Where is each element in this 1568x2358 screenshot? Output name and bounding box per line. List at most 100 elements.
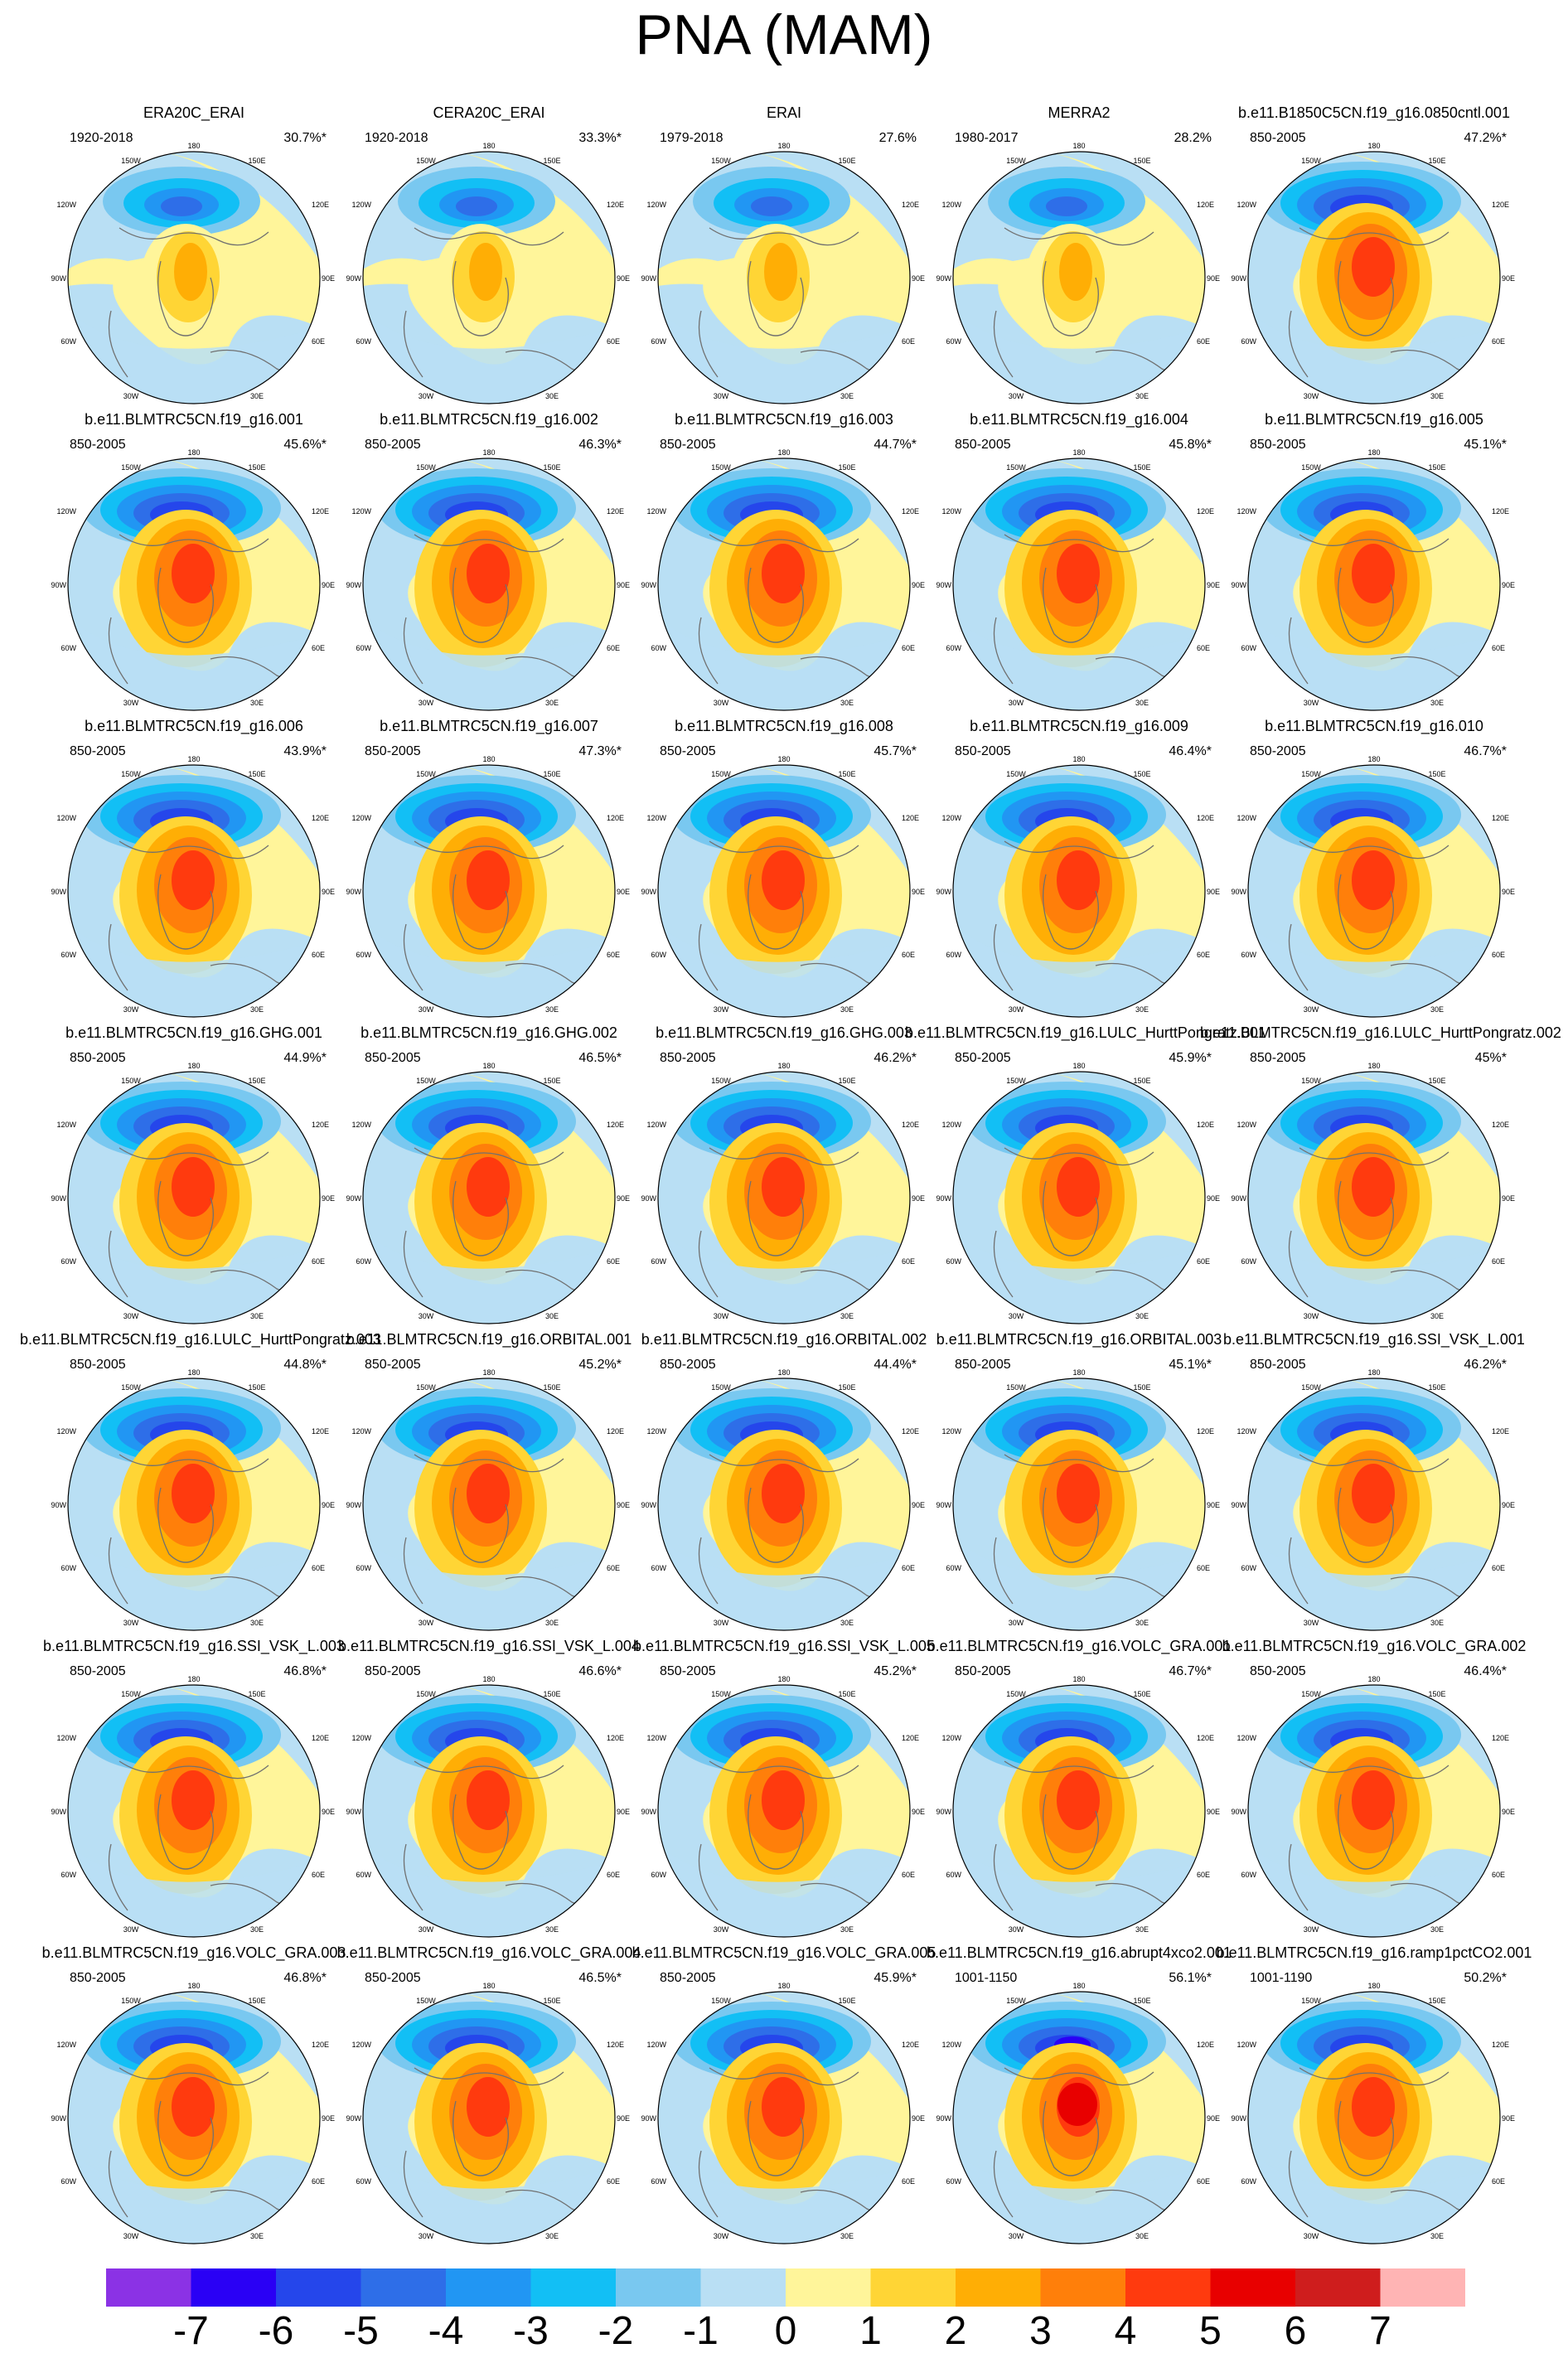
longitude-label: 150E	[248, 157, 265, 165]
longitude-label: 90W	[1231, 888, 1246, 896]
map-panel: b.e11.BLMTRC5CN.f19_g16.GHG.002 850-2005 4…	[340, 1024, 638, 1326]
coastline	[414, 2067, 564, 2086]
longitude-label: 120E	[1492, 201, 1509, 209]
longitude-label: 180	[1072, 755, 1085, 763]
panel-years: 850-2005	[1250, 1664, 1306, 1678]
polar-map: 180150W150E120W120E90W90E60W60E30W30E0	[936, 1982, 1220, 2244]
positive-contour	[172, 850, 215, 910]
longitude-label: 120W	[56, 507, 76, 516]
coastline	[709, 1454, 859, 1473]
coastline	[157, 1180, 214, 1256]
panel-years: 1979-2018	[660, 131, 724, 145]
longitude-label: 150E	[1428, 157, 1445, 165]
panel-years: 850-2005	[1250, 1358, 1306, 1372]
longitude-label: 150E	[248, 463, 265, 472]
map-border	[67, 1378, 321, 1631]
longitude-label: 30E	[840, 1619, 854, 1627]
coastline	[993, 310, 1014, 378]
longitude-label: 150E	[543, 1997, 560, 2005]
coastline	[1004, 227, 1154, 246]
coastline	[414, 840, 564, 859]
longitude-label: 60W	[356, 644, 371, 652]
longitude-label: 120W	[1236, 1121, 1256, 1129]
longitude-label: 60E	[1492, 951, 1505, 959]
longitude-label: 90W	[346, 888, 361, 896]
coastline	[1004, 840, 1154, 859]
longitude-label: 150W	[416, 1383, 436, 1392]
positive-contour	[762, 2077, 805, 2137]
coastline	[1338, 567, 1394, 643]
longitude-label: 30W	[1009, 699, 1024, 707]
negative-region	[1248, 924, 1500, 1017]
map-border	[1247, 151, 1501, 404]
panel-years: 850-2005	[70, 1664, 126, 1678]
longitude-label: 120W	[941, 1427, 961, 1436]
panel-title: ERA20C_ERAI	[143, 104, 245, 121]
longitude-label: 90E	[1207, 1808, 1220, 1816]
coastline	[1288, 617, 1309, 685]
longitude-label: 120E	[1197, 2041, 1214, 2049]
positive-contour	[1057, 1464, 1100, 1523]
longitude-label: 180	[777, 1368, 790, 1377]
longitude-label: 30E	[250, 1312, 264, 1320]
longitude-label: 150W	[1006, 1690, 1026, 1698]
longitude-label: 30E	[1430, 392, 1444, 400]
panel-variance-pct: 28.2%	[1174, 131, 1212, 145]
longitude-label: 60E	[1492, 2177, 1505, 2186]
longitude-label: 150W	[121, 157, 141, 165]
panel-variance-pct: 46.5%*	[578, 1051, 622, 1065]
map-border	[1247, 1684, 1501, 1938]
longitude-label: 120E	[1197, 507, 1214, 516]
longitude-label: 60W	[356, 1257, 371, 1266]
longitude-label: 150E	[543, 770, 560, 778]
longitude-label: 90W	[936, 581, 951, 589]
panel-title: b.e11.BLMTRC5CN.f19_g16.SSI_VSK_L.005	[633, 1638, 935, 1654]
longitude-label: 120E	[1492, 1734, 1509, 1742]
panel-variance-pct: 45.1%*	[1464, 438, 1507, 452]
coastline	[748, 260, 804, 337]
coastline	[1338, 1794, 1394, 1870]
longitude-label: 60E	[1492, 644, 1505, 652]
positive-contour	[1352, 850, 1395, 910]
longitude-label: 150W	[121, 463, 141, 472]
map-panel: b.e11.BLMTRC5CN.f19_g16.VOLC_GRA.004 850-…	[337, 1944, 641, 2246]
coastline	[1299, 1760, 1449, 1779]
coastline	[157, 567, 214, 643]
coastline	[1004, 1147, 1154, 1166]
map-panel: b.e11.BLMTRC5CN.f19_g16.009 850-2005 46.4%…	[930, 718, 1228, 1019]
coastline	[698, 923, 719, 991]
longitude-label: 180	[187, 1368, 200, 1377]
panel-variance-pct: 27.6%	[878, 131, 917, 145]
panel-variance-pct: 43.9%*	[283, 744, 327, 758]
negative-contour	[456, 196, 497, 216]
coastline	[119, 1454, 269, 1473]
longitude-label: 60W	[946, 1564, 961, 1572]
colorbar-tick-label: 1	[859, 2309, 882, 2353]
longitude-label: 30W	[123, 1005, 139, 1014]
longitude-label: 90W	[346, 1808, 361, 1816]
positive-contour	[1352, 1157, 1395, 1217]
coastline	[1299, 2067, 1449, 2086]
polar-map: 180150W150E120W120E90W90E60W60E30W30E0	[51, 1675, 335, 1938]
positive-contour	[1057, 2083, 1097, 2126]
map-border	[952, 764, 1206, 1018]
longitude-label: 120W	[1236, 814, 1256, 822]
longitude-label: 60E	[312, 1564, 325, 1572]
colorbar-swatch	[1040, 2268, 1126, 2307]
coastline	[414, 534, 564, 553]
longitude-label: 180	[777, 448, 790, 457]
coastline	[157, 874, 214, 950]
colorbar-swatch	[106, 2268, 191, 2307]
longitude-label: 30W	[1009, 2232, 1024, 2240]
longitude-label: 150W	[1006, 1077, 1026, 1085]
positive-contour	[467, 1770, 510, 1830]
longitude-label: 180	[482, 142, 495, 150]
panel-years: 850-2005	[365, 1051, 421, 1065]
longitude-label: 60W	[946, 2177, 961, 2186]
panel-years: 850-2005	[660, 1051, 716, 1065]
panel-variance-pct: 30.7%*	[283, 131, 327, 145]
coastline	[1004, 2067, 1154, 2086]
panel-years: 850-2005	[365, 438, 421, 452]
longitude-label: 90E	[1207, 888, 1220, 896]
longitude-label: 90W	[936, 1194, 951, 1203]
